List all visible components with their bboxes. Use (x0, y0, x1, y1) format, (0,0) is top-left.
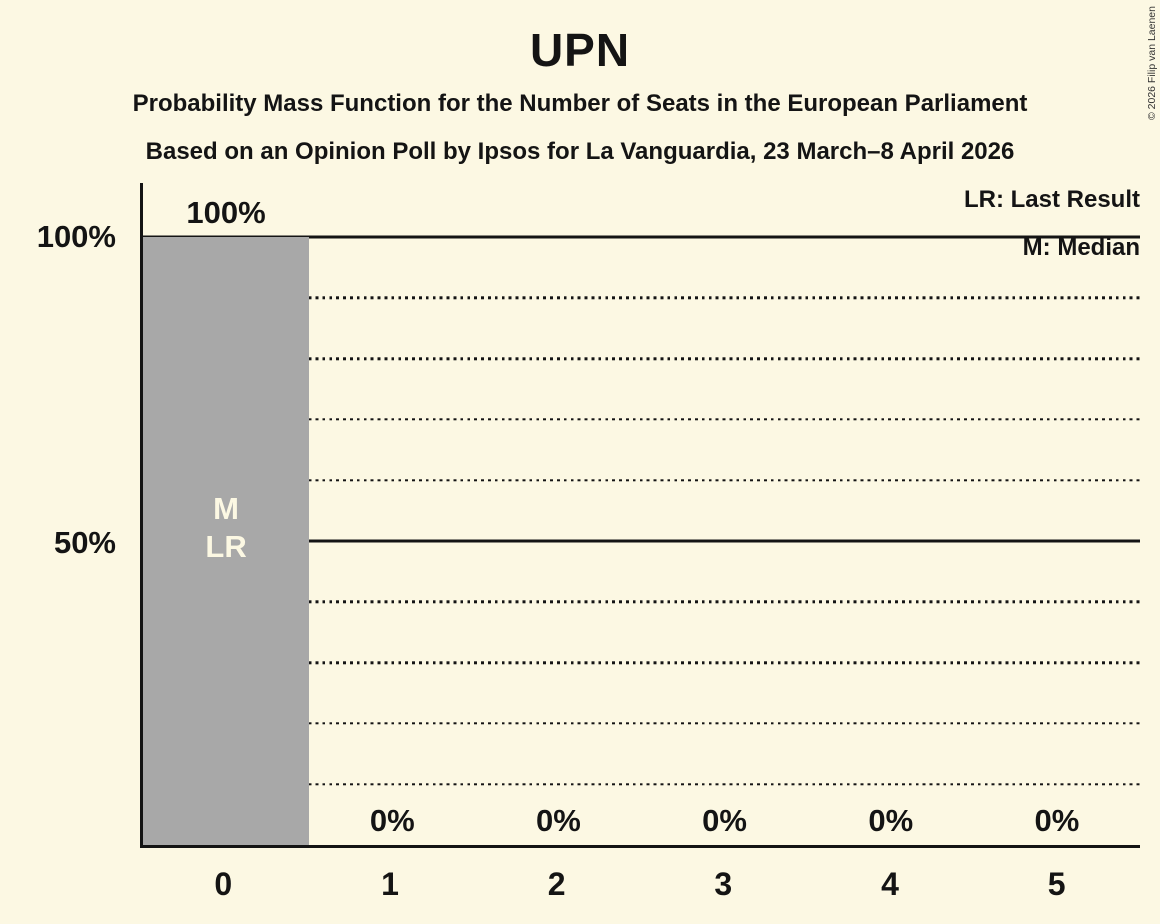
bar-slot-0: M LR 100% (143, 195, 310, 845)
x-tick-3: 3 (714, 866, 733, 902)
chart-title: UPN (529, 24, 631, 76)
bar-slot-4: 0% (808, 237, 974, 845)
gridline-dotted-60 (143, 478, 1140, 482)
bar-annotation-0: M LR (205, 490, 246, 566)
chart-subtitle-line1: Probability Mass Function for the Number… (132, 90, 1028, 117)
gridline-solid-100 (143, 235, 1140, 239)
y-tick-100%: 100% (36, 219, 116, 254)
bar-value-label-0: 100% (186, 195, 266, 230)
x-axis-labels: 0 1 2 3 4 5 (140, 866, 1140, 912)
gridline-dotted-80 (143, 357, 1140, 360)
annotation-m-label: M (213, 491, 239, 526)
legend-median: M: Median (1022, 234, 1140, 261)
gridline-dotted-90 (143, 296, 1140, 300)
bar-value-label-4: 0% (868, 803, 914, 838)
copyright-notice: © 2026 Filip van Laenen (1146, 6, 1158, 120)
x-tick-4: 4 (881, 866, 899, 902)
bar-slot-5: 0% (974, 237, 1140, 845)
gridline-solid-50 (143, 539, 1140, 543)
bar-slot-3: 0% (642, 237, 808, 845)
annotation-lr-label: LR (205, 529, 247, 564)
bar-value-label-5: 0% (1034, 803, 1080, 838)
bar-seats-0: M LR (143, 237, 310, 845)
bar-value-label-1: 0% (369, 803, 415, 838)
legend-last-result: LR: Last Result (963, 186, 1140, 213)
gridline-dotted-30 (143, 661, 1140, 664)
x-tick-5: 5 (1047, 866, 1066, 902)
gridline-dotted-10 (143, 782, 1140, 786)
gridline-dotted-20 (143, 722, 1140, 725)
gridline-dotted-40 (143, 600, 1140, 604)
bar-slot-1: 0% (309, 237, 475, 845)
bar-slot-2: 0% (475, 237, 641, 845)
x-tick-0: 0 (214, 866, 233, 902)
bar-value-label-3: 0% (702, 803, 747, 838)
chart-subtitle-line2: Based on an Opinion Poll by Ipsos for La… (145, 138, 1015, 165)
plot-scale-area: M LR 100% 0% 0% 0% 0% 0% (143, 195, 1140, 845)
x-tick-2: 2 (547, 866, 566, 902)
gridline-dotted-70 (143, 418, 1140, 421)
y-tick-50%: 50% (53, 524, 116, 560)
x-tick-1: 1 (381, 866, 399, 902)
bar-value-label-2: 0% (536, 803, 581, 838)
plot-area: M LR 100% 0% 0% 0% 0% 0% (140, 183, 1140, 848)
